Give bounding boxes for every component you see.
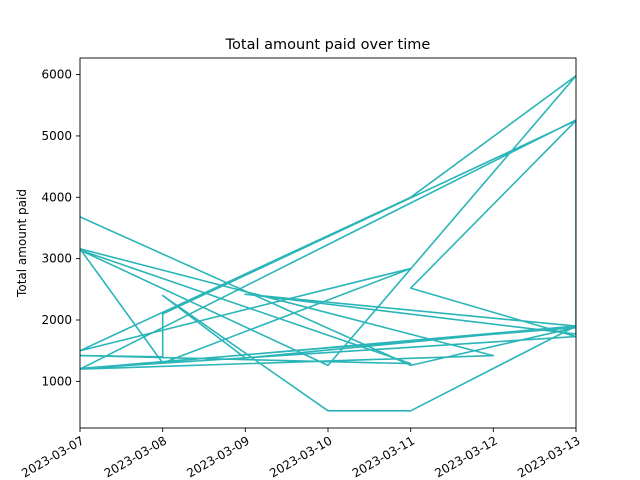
- y-tick-label: 5000: [41, 129, 72, 143]
- y-tick-label: 2000: [41, 313, 72, 327]
- y-tick-label: 6000: [41, 68, 72, 82]
- series-layer: [80, 75, 576, 412]
- series-line-0: [80, 75, 576, 412]
- chart-title: Total amount paid over time: [225, 37, 431, 53]
- y-axis-label: Total amount paid: [15, 189, 29, 298]
- y-tick-label: 4000: [41, 190, 72, 204]
- y-tick-label: 1000: [41, 374, 72, 388]
- y-tick-label: 3000: [41, 252, 72, 266]
